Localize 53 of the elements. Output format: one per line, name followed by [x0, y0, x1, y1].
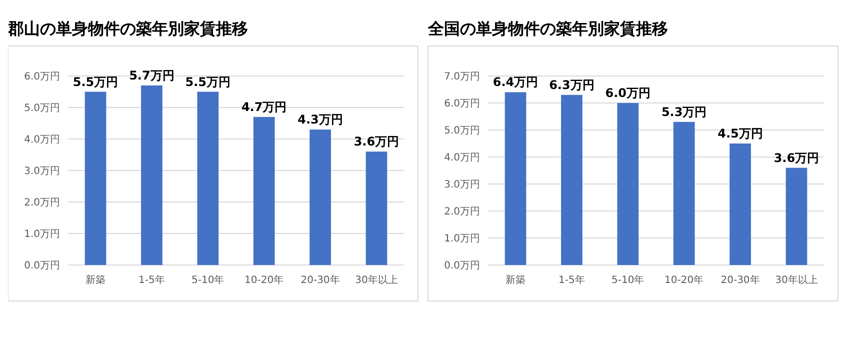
y-tick-label: 1.0万円: [444, 234, 480, 244]
y-tick-label: 0.0万円: [24, 260, 60, 272]
x-tick-label: 10-20年: [244, 274, 284, 286]
chart-title: 郡山の単身物件の築年別家賃推移: [7, 19, 248, 38]
bar: [141, 85, 162, 265]
bar: [561, 94, 582, 265]
y-tick-label: 5.0万円: [24, 103, 60, 114]
x-tick-label: 30年以上: [355, 274, 398, 286]
x-tick-label: 20-30年: [720, 274, 760, 286]
x-tick-label: 5-10年: [612, 274, 644, 286]
data-label: 6.4万円: [492, 75, 538, 90]
data-label: 4.5万円: [718, 126, 763, 140]
bar: [310, 130, 331, 265]
y-tick-label: 4.0万円: [444, 152, 480, 164]
y-tick-label: 2.0万円: [444, 206, 480, 218]
x-tick-label: 1-5年: [138, 274, 165, 286]
data-label: 6.0万円: [605, 86, 651, 100]
y-tick-label: 3.0万円: [24, 166, 60, 177]
x-tick-label: 1-5年: [558, 274, 585, 286]
bar: [730, 144, 751, 265]
bar: [673, 122, 695, 265]
data-label: 4.3万円: [298, 112, 343, 127]
x-tick-label: 20-30年: [300, 274, 340, 286]
data-label: 4.7万円: [241, 100, 287, 114]
y-tick-label: 3.0万円: [444, 180, 480, 190]
bar: [366, 152, 388, 265]
data-label: 6.3万円: [549, 78, 594, 92]
x-tick-label: 10-20年: [664, 274, 704, 286]
y-tick-label: 4.0万円: [24, 134, 60, 146]
y-tick-label: 6.0万円: [444, 98, 480, 110]
data-label: 5.3万円: [661, 104, 707, 119]
data-label: 5.7万円: [129, 68, 174, 82]
bar: [253, 116, 275, 265]
x-tick-label: 5-10年: [192, 274, 224, 286]
bar: [786, 168, 808, 265]
y-tick-label: 0.0万円: [444, 260, 480, 272]
data-label: 5.5万円: [185, 74, 231, 89]
y-tick-label: 2.0万円: [24, 198, 60, 208]
bar: [197, 92, 219, 265]
bar: [84, 92, 106, 265]
x-tick-label: 30年以上: [775, 274, 818, 286]
bar: [504, 92, 526, 265]
bar: [617, 103, 639, 265]
x-tick-label: 新築: [86, 274, 106, 286]
data-label: 3.6万円: [774, 150, 820, 165]
y-tick-label: 1.0万円: [24, 229, 60, 240]
data-label: 5.5万円: [72, 74, 118, 89]
y-tick-label: 6.0万円: [24, 72, 60, 82]
data-label: 3.6万円: [354, 134, 400, 149]
y-tick-label: 5.0万円: [444, 126, 480, 136]
chart-title: 全国の単身物件の築年別家賃推移: [427, 19, 668, 38]
y-tick-label: 7.0万円: [444, 72, 480, 82]
x-tick-label: 新築: [506, 274, 526, 286]
